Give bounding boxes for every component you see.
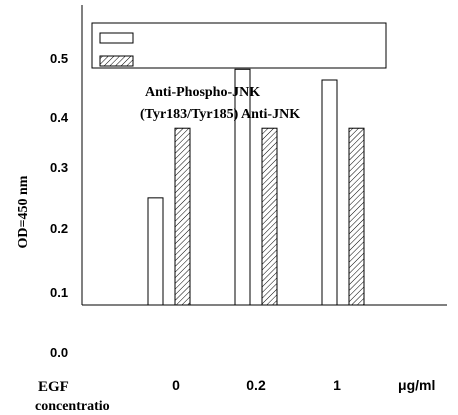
- bar-series-2-cat-1: [261, 127, 278, 306]
- bar-series-1-cat-1: [234, 68, 251, 306]
- bars: [147, 68, 365, 306]
- y-tick-label: 0.0: [50, 345, 68, 360]
- x-axis-unit: μg/ml: [398, 377, 435, 393]
- bar-series-2-cat-0: [174, 127, 191, 306]
- y-axis-label: OD=450 nm: [16, 175, 31, 248]
- x-tick-label: 0: [172, 377, 180, 393]
- legend-swatch-series-2: [99, 55, 134, 67]
- y-tick-labels: 0.0 0.1 0.2 0.3 0.4 0.5: [50, 51, 69, 360]
- y-tick-label: 0.4: [50, 110, 69, 125]
- x-tick-label: 0.2: [246, 377, 266, 393]
- legend-swatch-series-1: [99, 32, 134, 44]
- legend-box: [91, 22, 387, 69]
- x-tick-label: 1: [333, 377, 341, 393]
- legend-text-line-2: (Tyr183/Tyr185) Anti-JNK: [140, 107, 300, 122]
- x-axis-label-line-1: EGF: [38, 379, 69, 395]
- y-tick-label: 0.1: [50, 285, 68, 300]
- bar-series-2-cat-2: [348, 127, 365, 306]
- bar-series-1-cat-0: [147, 197, 164, 306]
- y-tick-label: 0.2: [50, 221, 68, 236]
- legend-text-line-1: Anti-Phospho-JNK: [145, 85, 260, 100]
- y-tick-label: 0.5: [50, 51, 68, 66]
- x-axis-label-line-2: concentratio: [35, 399, 110, 414]
- bar-series-1-cat-2: [321, 79, 338, 306]
- x-tick-labels: 0 0.2 1: [172, 377, 341, 393]
- y-tick-label: 0.3: [50, 160, 68, 175]
